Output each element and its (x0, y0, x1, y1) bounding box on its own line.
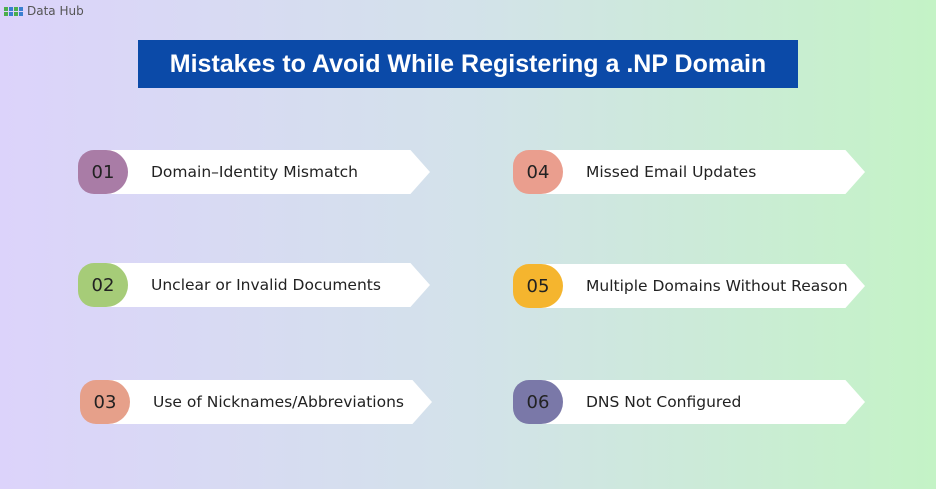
list-item: 06 DNS Not Configured (513, 380, 865, 424)
number-badge: 01 (78, 150, 128, 194)
item-label: Use of Nicknames/Abbreviations (153, 393, 404, 411)
arrow-bar (539, 380, 865, 424)
logo: Data Hub (4, 4, 84, 18)
number-badge: 04 (513, 150, 563, 194)
list-item: 02 Unclear or Invalid Documents (78, 263, 430, 307)
number-badge: 05 (513, 264, 563, 308)
list-item: 03 Use of Nicknames/Abbreviations (80, 380, 432, 424)
item-label: DNS Not Configured (586, 393, 742, 411)
list-item: 01 Domain–Identity Mismatch (78, 150, 430, 194)
number-badge: 02 (78, 263, 128, 307)
number-badge: 03 (80, 380, 130, 424)
arrow-bar (106, 380, 432, 424)
item-label: Domain–Identity Mismatch (151, 163, 359, 181)
page-title: Mistakes to Avoid While Registering a .N… (138, 40, 798, 88)
arrow-bar (539, 150, 865, 194)
arrow-bar (539, 264, 865, 308)
bar-chart-icon (4, 6, 23, 16)
list-item: 05 Multiple Domains Without Reason (513, 264, 865, 308)
arrow-bar (104, 263, 430, 307)
arrow-bar (104, 150, 430, 194)
number-badge: 06 (513, 380, 563, 424)
item-label: Multiple Domains Without Reason (586, 277, 848, 295)
logo-text: Data Hub (27, 4, 84, 18)
item-label: Unclear or Invalid Documents (151, 276, 381, 294)
item-label: Missed Email Updates (586, 163, 757, 181)
list-item: 04 Missed Email Updates (513, 150, 865, 194)
